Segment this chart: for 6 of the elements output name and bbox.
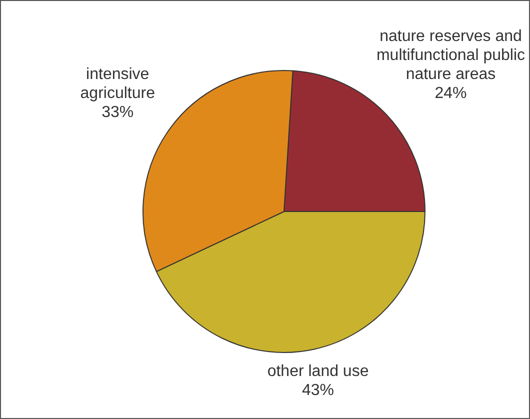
- data-label: 43%: [302, 382, 334, 400]
- data-label: 24%: [434, 85, 467, 102]
- slice-label: intensive agriculture: [80, 66, 156, 102]
- slice-label: nature reserves and multifunctional public nature areas: [376, 28, 526, 84]
- data-label: 33%: [102, 104, 134, 122]
- slice-label: other land use: [267, 363, 369, 380]
